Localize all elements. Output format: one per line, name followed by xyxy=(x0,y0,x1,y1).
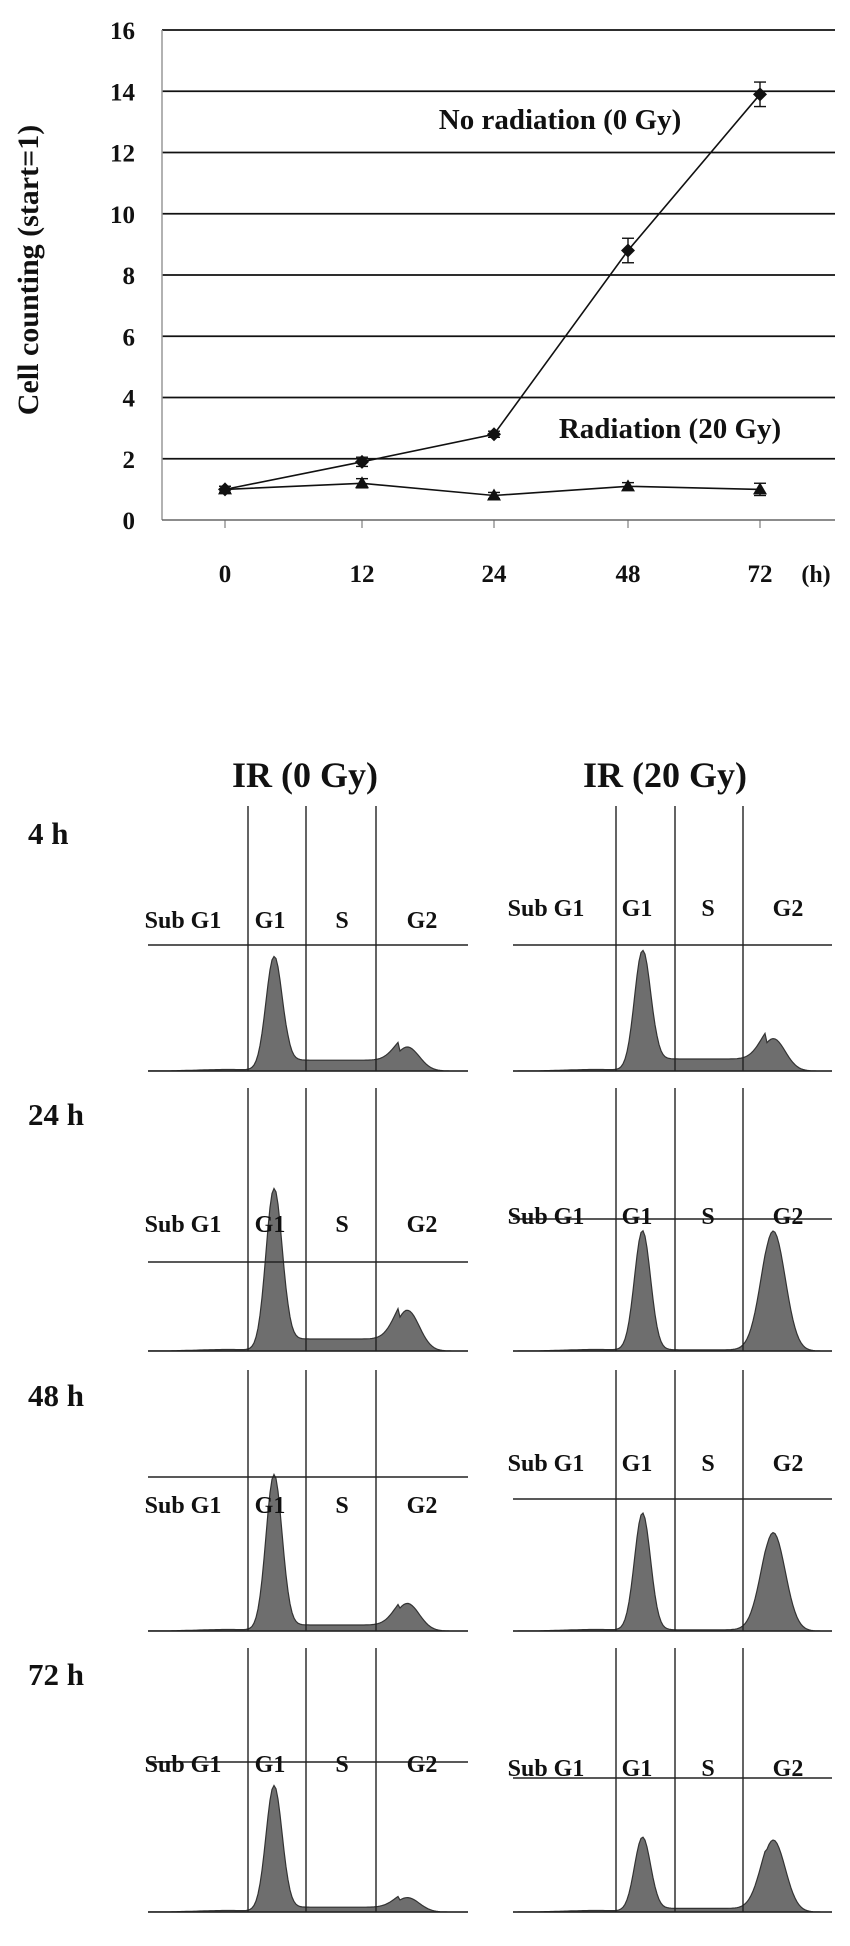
data-point-diamond xyxy=(753,87,767,102)
series-radiation xyxy=(218,476,767,501)
y-tick-label: 12 xyxy=(110,141,135,168)
y-tick-label: 8 xyxy=(123,263,136,290)
gate-label-g1: G1 xyxy=(622,1204,653,1230)
gate-label-s: S xyxy=(335,1493,348,1519)
x-unit-label: (h) xyxy=(801,562,830,588)
x-tick-label: 12 xyxy=(350,561,375,588)
histogram-panels: Sub G1 G1 S G2 Sub G1 G1 S G2 Sub G1 G1 S G2 Sub G1 G… xyxy=(145,806,832,1913)
histogram-area xyxy=(147,955,468,1072)
gate-label-s: S xyxy=(335,908,348,934)
gate-label-g2: G2 xyxy=(407,1212,438,1238)
gate-label-g1: G1 xyxy=(255,1212,286,1238)
gate-label-s: S xyxy=(335,1212,348,1238)
histogram-area xyxy=(147,1473,468,1632)
histogram-panel-48h-0Gy: Sub G1 G1 S G2 xyxy=(145,1370,468,1632)
gate-label-g2: G2 xyxy=(407,1752,438,1778)
gate-label-s: S xyxy=(335,1752,348,1778)
gate-label-g1: G1 xyxy=(255,1493,286,1519)
gate-label-g1: G1 xyxy=(622,1451,653,1477)
gate-label-subg1: Sub G1 xyxy=(508,1756,585,1782)
y-tick-label: 4 xyxy=(123,386,136,413)
histogram-area xyxy=(147,1784,468,1913)
gate-label-g1: G1 xyxy=(255,908,286,934)
y-tick-labels: 0 2 4 6 8 10 12 14 16 xyxy=(110,18,136,535)
x-tick-labels: 0 12 24 48 72 xyxy=(219,520,773,588)
gridlines xyxy=(162,29,835,460)
gate-label-g2: G2 xyxy=(773,1204,804,1230)
histogram-area xyxy=(513,1836,832,1913)
histogram-area xyxy=(513,1512,832,1632)
x-tick-label: 72 xyxy=(748,561,773,588)
gate-label-g2: G2 xyxy=(773,1756,804,1782)
y-tick-label: 2 xyxy=(123,447,136,474)
flow-cytometry-panels: IR (0 Gy) IR (20 Gy) 4 h 24 h 48 h 72 h … xyxy=(28,755,832,1913)
gate-label-g2: G2 xyxy=(773,1451,804,1477)
histogram-panel-24h-20Gy: Sub G1 G1 S G2 xyxy=(508,1088,832,1352)
column-title-20gy: IR (20 Gy) xyxy=(583,755,747,795)
row-label-72h: 72 h xyxy=(28,1657,84,1692)
column-title-0gy: IR (0 Gy) xyxy=(232,755,378,795)
y-tick-label: 0 xyxy=(123,508,136,535)
gate-label-g2: G2 xyxy=(407,908,438,934)
gate-label-g1: G1 xyxy=(622,896,653,922)
gate-label-g1: G1 xyxy=(255,1752,286,1778)
gate-label-s: S xyxy=(701,1451,714,1477)
gate-label-s: S xyxy=(701,1204,714,1230)
gate-label-s: S xyxy=(701,1756,714,1782)
gate-label-s: S xyxy=(701,896,714,922)
data-point-triangle xyxy=(487,488,501,501)
gate-label-g2: G2 xyxy=(773,896,804,922)
x-tick-label: 24 xyxy=(482,561,508,588)
gate-label-subg1: Sub G1 xyxy=(508,896,585,922)
gate-label-subg1: Sub G1 xyxy=(145,1752,222,1778)
data-point-diamond xyxy=(621,243,635,258)
histogram-panel-72h-0Gy: Sub G1 G1 S G2 xyxy=(145,1648,468,1913)
histogram-area xyxy=(147,1187,468,1352)
gate-label-subg1: Sub G1 xyxy=(508,1451,585,1477)
histogram-area xyxy=(513,1229,832,1352)
x-tick-label: 0 xyxy=(219,561,232,588)
histogram-panel-4h-0Gy: Sub G1 G1 S G2 xyxy=(145,806,468,1072)
gate-label-g2: G2 xyxy=(407,1493,438,1519)
y-tick-label: 16 xyxy=(110,18,135,45)
data-point-triangle xyxy=(621,479,635,492)
data-point-triangle xyxy=(355,476,369,489)
row-label-24h: 24 h xyxy=(28,1097,84,1132)
histogram-area xyxy=(513,949,832,1072)
data-point-diamond xyxy=(355,454,369,469)
histogram-panel-24h-0Gy: Sub G1 G1 S G2 xyxy=(145,1088,468,1352)
gate-label-subg1: Sub G1 xyxy=(145,908,222,934)
x-tick-label: 48 xyxy=(616,561,641,588)
row-label-48h: 48 h xyxy=(28,1378,84,1413)
histogram-panel-48h-20Gy: Sub G1 G1 S G2 xyxy=(508,1370,832,1632)
gate-label-subg1: Sub G1 xyxy=(508,1204,585,1230)
row-label-4h: 4 h xyxy=(28,816,69,851)
gate-label-subg1: Sub G1 xyxy=(145,1212,222,1238)
data-point-diamond xyxy=(487,427,501,442)
data-point-triangle xyxy=(218,482,232,495)
series-layer xyxy=(218,81,767,501)
y-tick-label: 14 xyxy=(110,79,136,106)
y-axis-label: Cell counting (start=1) xyxy=(12,125,45,415)
series-label-radiation: Radiation (20 Gy) xyxy=(559,413,781,445)
data-point-triangle xyxy=(753,482,767,495)
gate-label-subg1: Sub G1 xyxy=(145,1493,222,1519)
series-no-radiation xyxy=(218,81,767,497)
histogram-panel-4h-20Gy: Sub G1 G1 S G2 xyxy=(508,806,832,1072)
gate-label-g1: G1 xyxy=(622,1756,653,1782)
histogram-panel-72h-20Gy: Sub G1 G1 S G2 xyxy=(508,1648,832,1913)
series-label-no-radiation: No radiation (0 Gy) xyxy=(439,104,681,136)
y-tick-label: 6 xyxy=(123,324,136,351)
y-tick-label: 10 xyxy=(110,202,135,229)
